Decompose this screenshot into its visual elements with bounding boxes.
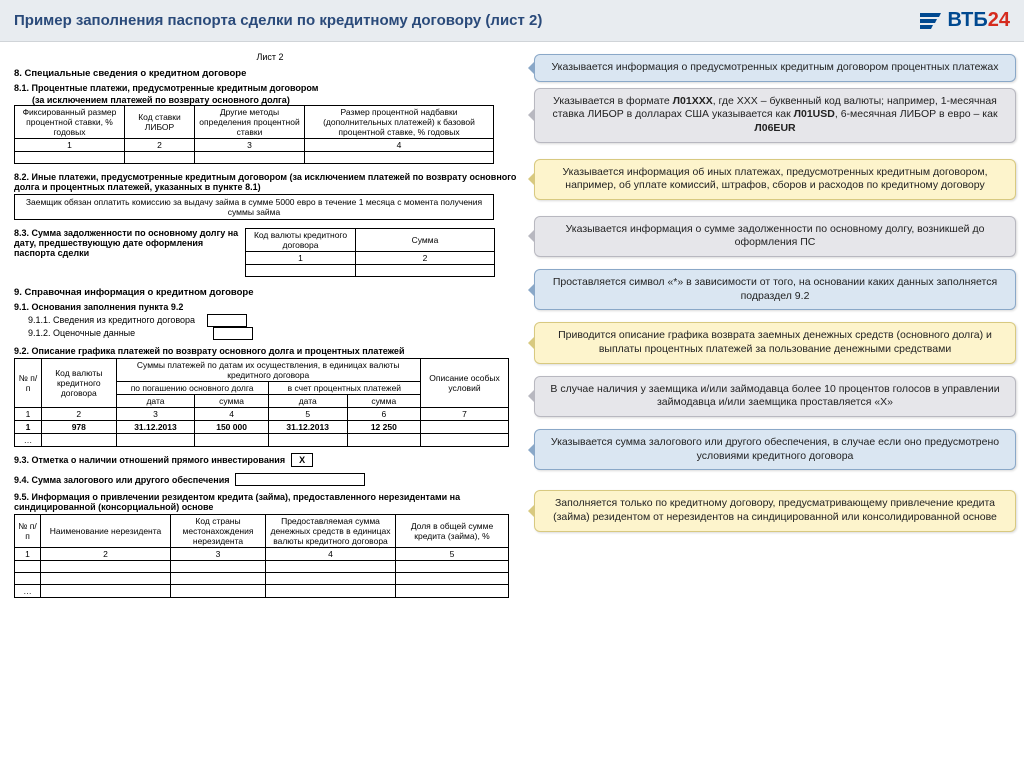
callouts-column: Указывается информация о предусмотренных…: [534, 52, 1016, 598]
section-94-title: 9.4. Сумма залогового или другого обеспе…: [14, 475, 229, 485]
logo-icon: [917, 10, 943, 32]
section-92-title: 9.2. Описание графика платежей по возвра…: [14, 346, 526, 356]
callout-4: Указывается информация о сумме задолженн…: [534, 216, 1016, 257]
t81-h1: Фиксированный размер процентной ставки, …: [15, 106, 125, 139]
s911: 9.1.1. Сведения из кредитного договора: [28, 315, 195, 325]
s912: 9.1.2. Оценочные данные: [28, 328, 135, 338]
checkbox-93: X: [291, 453, 313, 467]
sheet-label: Лист 2: [14, 52, 526, 62]
table-95: № п/п Наименование нерезидента Код стран…: [14, 514, 509, 598]
table-92: № п/п Код валюты кредитного договора Сум…: [14, 358, 509, 447]
t81-h2: Код ставки ЛИБОР: [125, 106, 195, 139]
section-81-sub: (за исключением платежей по возврату осн…: [32, 95, 526, 105]
table-83: Код валюты кредитного договора Сумма 12: [245, 228, 495, 277]
page-title: Пример заполнения паспорта сделки по кре…: [14, 12, 542, 29]
section-91-title: 9.1. Основания заполнения пункта 9.2: [14, 302, 526, 312]
content: Лист 2 8. Специальные сведения о кредитн…: [0, 42, 1024, 606]
header-bar: Пример заполнения паспорта сделки по кре…: [0, 0, 1024, 42]
logo: ВТБ24: [917, 9, 1010, 32]
box-82: Заемщик обязан оплатить комиссию за выда…: [14, 194, 494, 220]
section-95-title: 9.5. Информация о привлечении резидентом…: [14, 492, 526, 512]
section-93-title: 9.3. Отметка о наличии отношений прямого…: [14, 455, 285, 465]
section-83-title: 8.3. Сумма задолженности по основному до…: [14, 228, 239, 258]
t81-h4: Размер процентной надбавки (дополнительн…: [305, 106, 494, 139]
callout-2: Указывается в формате Л01XXX, где XXX – …: [534, 88, 1016, 143]
t81-h3: Другие методы определения процентной ста…: [195, 106, 305, 139]
section-9-title: 9. Справочная информация о кредитном дог…: [14, 287, 526, 298]
section-81-title: 8.1. Процентные платежи, предусмотренные…: [14, 83, 526, 93]
callout-3: Указывается информация об иных платежах,…: [534, 159, 1016, 200]
callout-1: Указывается информация о предусмотренных…: [534, 54, 1016, 82]
callout-5: Проставляется символ «*» в зависимости о…: [534, 269, 1016, 310]
section-82-title: 8.2. Иные платежи, предусмотренные креди…: [14, 172, 526, 192]
table-81: Фиксированный размер процентной ставки, …: [14, 105, 494, 164]
callout-6: Приводится описание графика возврата зае…: [534, 322, 1016, 363]
section-8-title: 8. Специальные сведения о кредитном дого…: [14, 68, 526, 79]
logo-text: ВТБ24: [947, 9, 1010, 32]
callout-7: В случае наличия у заемщика и/или займод…: [534, 376, 1016, 417]
document-column: Лист 2 8. Специальные сведения о кредитн…: [14, 52, 526, 598]
callout-8: Указывается сумма залогового или другого…: [534, 429, 1016, 470]
callout-9: Заполняется только по кредитному договор…: [534, 490, 1016, 531]
table-row: 1 978 31.12.2013 150 000 31.12.2013 12 2…: [15, 421, 509, 434]
